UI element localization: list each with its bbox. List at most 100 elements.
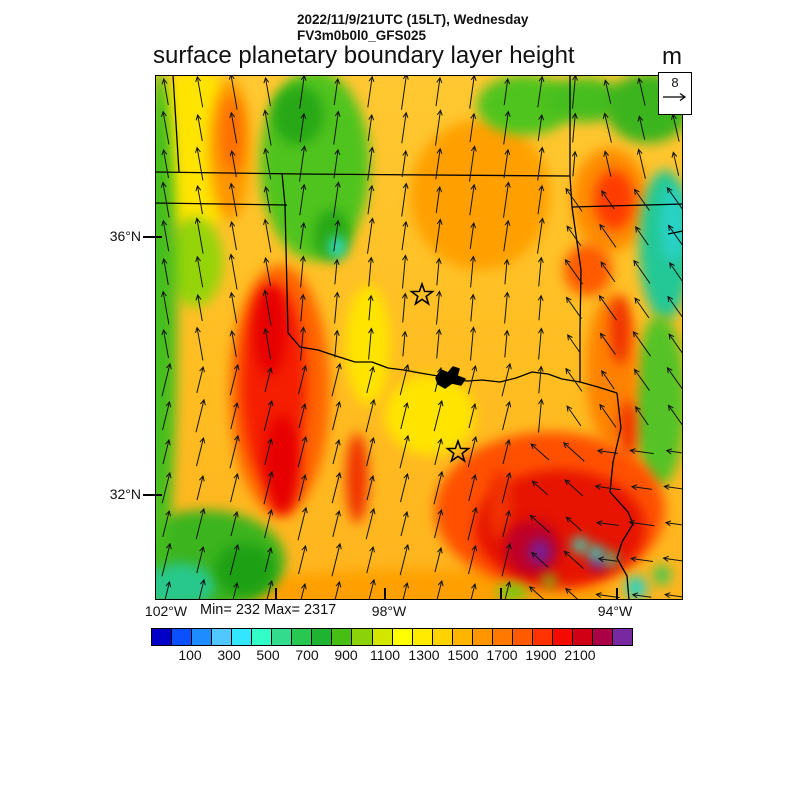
wind-vector-arrow (298, 402, 307, 429)
map-overlay-graphics (155, 75, 683, 600)
field-blob (410, 120, 550, 270)
wind-vector-arrow (232, 581, 239, 600)
wind-vector-arrow (564, 258, 584, 285)
wind-vector-arrow (504, 580, 512, 600)
wind-vector-arrow (299, 293, 306, 322)
wind-vector-arrow (564, 479, 584, 497)
wind-vector-arrow (366, 474, 375, 501)
wind-vector-arrow (435, 328, 442, 359)
wind-vector-arrow (401, 292, 408, 323)
wind-vector-arrow (629, 448, 654, 455)
wind-vector-arrow (565, 187, 583, 212)
wind-vector-arrow (298, 544, 308, 575)
lon-tick (616, 588, 618, 600)
wind-vector-arrow (503, 258, 510, 285)
wind-vector-arrow (537, 294, 544, 321)
field-blob (221, 97, 243, 173)
field-blob (634, 315, 683, 485)
wind-vector-arrow (469, 145, 477, 182)
wind-vector-arrow (503, 181, 511, 218)
wind-vector-arrow (433, 399, 444, 432)
wind-vector-arrow (565, 296, 582, 319)
lon-label: 94°W (597, 603, 633, 619)
wind-vector-arrow (229, 182, 238, 217)
wind-vector-arrow (331, 542, 342, 577)
wind-vector-arrow (401, 149, 409, 178)
wind-vector-arrow (469, 255, 476, 288)
wind-vector-arrow (266, 579, 274, 600)
colorbar-segment (332, 629, 353, 645)
wind-vector-arrow (503, 219, 511, 252)
field-blob (572, 537, 588, 553)
wind-vector-arrow (299, 145, 307, 182)
wind-vector-arrow (264, 366, 273, 393)
wind-vector-arrow (367, 217, 375, 254)
wind-vector-arrow (435, 147, 443, 180)
wind-vector-arrow (563, 550, 584, 569)
wind-vector-arrow (400, 510, 409, 537)
wind-vector-arrow (469, 293, 476, 322)
wind-vector-arrow (331, 362, 342, 397)
wind-vector-arrow (161, 362, 172, 397)
field-blob (542, 574, 556, 588)
wind-vector-arrow (195, 255, 204, 288)
state-border-oklahoma-panhandle-south (155, 202, 288, 206)
wind-vector-arrow (537, 75, 545, 108)
wind-vector-arrow (595, 592, 620, 599)
wind-vector-arrow (434, 546, 443, 573)
field-blob (385, 375, 475, 455)
colorbar-tick-label: 1700 (486, 647, 518, 663)
wind-vector-arrow (434, 508, 444, 539)
wind-vector-arrow (161, 257, 169, 286)
wind-vector-arrow (436, 579, 444, 600)
lon-tick (500, 588, 502, 600)
map-canvas (155, 75, 683, 600)
city-star-marker (409, 281, 435, 306)
field-blob (604, 552, 618, 566)
wind-vector-arrow (333, 77, 341, 106)
colorbar-segment (232, 629, 253, 645)
wind-vector-arrow (367, 184, 375, 215)
wind-vector-arrow (195, 398, 206, 433)
wind-vector-arrow (195, 75, 204, 108)
wind-vector-arrow (667, 295, 683, 319)
state-border-missouri-arkansas (571, 203, 683, 208)
wind-vector-arrow (229, 149, 237, 178)
wind-vector-arrow (299, 183, 307, 216)
wind-vector-arrow (667, 404, 683, 427)
wind-vector-arrow (229, 363, 240, 396)
colorbar-segment (572, 629, 594, 645)
wind-vector-arrow (468, 544, 478, 575)
wind-vector-arrow (468, 402, 477, 429)
lake-texoma (435, 366, 466, 389)
wind-vector-arrow (637, 115, 646, 140)
wind-vector-arrow (634, 297, 650, 319)
wind-vector-arrow (599, 223, 617, 248)
field-blob (594, 170, 634, 230)
wind-vector-arrow (161, 219, 170, 252)
wind-vector-arrow (263, 327, 272, 360)
wind-vector-arrow (195, 507, 206, 540)
wind-vector-arrow (529, 514, 550, 533)
wind-vector-arrow (333, 258, 340, 285)
colorbar-segment (172, 629, 193, 645)
state-border-arkansas-river (667, 230, 683, 235)
wind-vector-arrow (502, 438, 511, 465)
wind-vector-arrow (530, 551, 549, 568)
state-border-kansas-south-37n (155, 171, 571, 177)
minmax-annotation: Min= 232 Max= 2317 (200, 602, 337, 618)
wind-vector-arrow (367, 75, 375, 108)
lon-label: 102°W (144, 603, 188, 619)
wind-vector-arrow (332, 509, 341, 538)
wind-vector-arrow (263, 76, 271, 107)
wind-vector-arrow (468, 473, 477, 502)
wind-vector-arrow (435, 257, 442, 286)
wind-vector-arrow (668, 333, 683, 355)
wind-vector-arrow (332, 438, 341, 465)
wind-vector-arrow (469, 75, 477, 109)
wind-vector-arrow (333, 291, 340, 324)
colorbar-segment (412, 629, 433, 645)
wind-vector-arrow (263, 218, 272, 253)
colorbar-segment (292, 629, 313, 645)
wind-vector-arrow (467, 506, 478, 541)
